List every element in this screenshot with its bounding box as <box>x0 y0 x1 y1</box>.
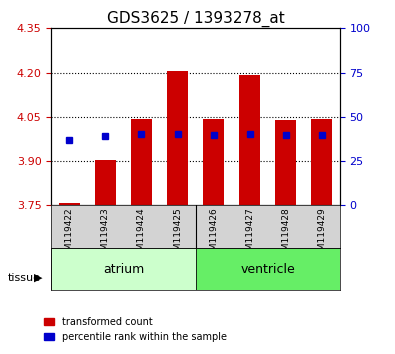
FancyBboxPatch shape <box>305 205 339 208</box>
FancyBboxPatch shape <box>197 205 231 208</box>
Bar <box>131 119 152 205</box>
FancyBboxPatch shape <box>269 205 303 208</box>
Bar <box>311 119 333 205</box>
Legend: transformed count, percentile rank within the sample: transformed count, percentile rank withi… <box>40 313 231 346</box>
FancyBboxPatch shape <box>233 205 267 208</box>
FancyBboxPatch shape <box>160 205 194 208</box>
FancyBboxPatch shape <box>88 205 122 208</box>
Text: GSM119426: GSM119426 <box>209 207 218 262</box>
Text: ventricle: ventricle <box>240 263 295 275</box>
FancyBboxPatch shape <box>196 248 340 290</box>
FancyBboxPatch shape <box>124 205 158 208</box>
Text: tissue: tissue <box>8 273 41 283</box>
Text: GSM119429: GSM119429 <box>317 207 326 262</box>
Bar <box>167 70 188 205</box>
FancyBboxPatch shape <box>53 205 87 208</box>
Bar <box>239 75 260 205</box>
Title: GDS3625 / 1393278_at: GDS3625 / 1393278_at <box>107 11 284 27</box>
Text: GSM119425: GSM119425 <box>173 207 182 262</box>
Text: GSM119427: GSM119427 <box>245 207 254 262</box>
FancyBboxPatch shape <box>51 248 196 290</box>
Text: GSM119422: GSM119422 <box>65 207 74 262</box>
Bar <box>203 119 224 205</box>
Text: atrium: atrium <box>103 263 144 275</box>
Bar <box>275 120 296 205</box>
Text: GSM119423: GSM119423 <box>101 207 110 262</box>
Text: ▶: ▶ <box>34 273 42 283</box>
Text: GSM119424: GSM119424 <box>137 207 146 262</box>
Text: GSM119428: GSM119428 <box>281 207 290 262</box>
Bar <box>58 203 80 205</box>
Bar <box>95 160 116 205</box>
